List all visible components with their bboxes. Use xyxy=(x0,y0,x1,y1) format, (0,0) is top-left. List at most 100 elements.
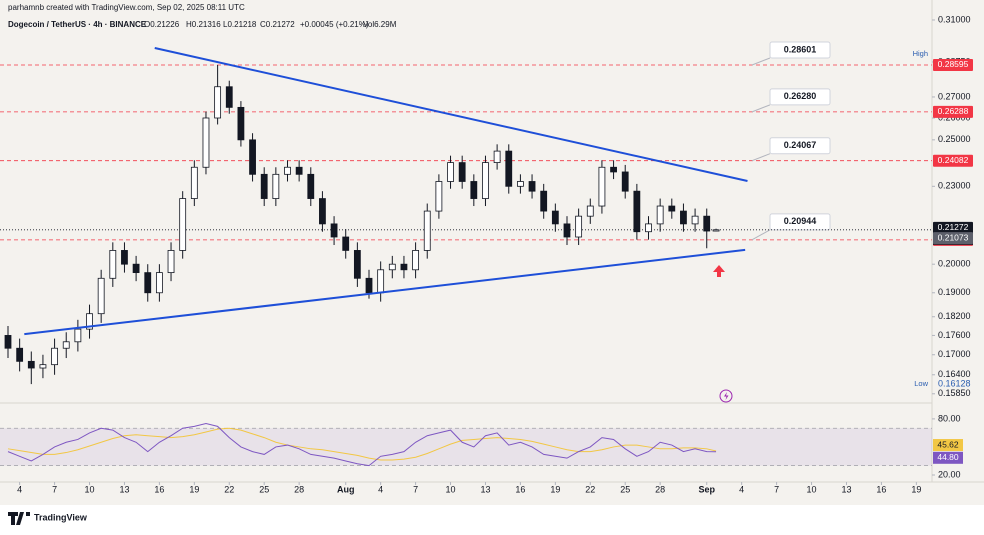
candle-body xyxy=(179,198,187,251)
x-tick-label: 4 xyxy=(17,484,22,494)
candle-body xyxy=(190,166,198,199)
brand-logo: TradingView xyxy=(8,512,88,525)
callout-label: 0.24067 xyxy=(784,140,817,150)
rsi-tick-label: 80.00 xyxy=(938,413,961,423)
x-tick-label: 16 xyxy=(154,484,164,494)
chart-background xyxy=(0,0,984,505)
candle-body xyxy=(400,263,408,271)
x-tick-label: Sep xyxy=(698,484,715,494)
y-tick-label: 0.18200 xyxy=(938,311,971,321)
x-tick-label: 4 xyxy=(739,484,744,494)
callout-leader xyxy=(751,229,771,241)
rsi-tag xyxy=(933,439,963,452)
rsi-tick-label: 20.00 xyxy=(938,469,961,479)
price-tag-label: 0.26288 xyxy=(938,106,969,116)
candle-body xyxy=(703,215,711,232)
rsi-tag-label: 44.80 xyxy=(937,452,959,462)
candle-body xyxy=(668,205,676,212)
credit: parhamnb created with TradingView.com, S… xyxy=(8,3,245,12)
candle-body xyxy=(680,210,687,225)
ohlc-high: H0.21316 xyxy=(186,20,221,29)
y-tick-label: 0.16400 xyxy=(938,369,971,379)
price-tag-label: 0.21272 xyxy=(938,222,969,232)
trendline xyxy=(24,248,746,336)
x-tick-label: 28 xyxy=(655,484,665,494)
x-tick-label: 25 xyxy=(259,484,269,494)
candle-body xyxy=(74,328,82,343)
symbol: Dogecoin / TetherUS · 4h · BINANCE xyxy=(8,20,147,29)
low-label: Low xyxy=(914,379,928,388)
candle-body xyxy=(353,250,361,279)
callout-label: 0.20944 xyxy=(784,216,817,226)
price-tag xyxy=(933,154,973,167)
icon-bolt xyxy=(724,392,729,400)
candle-body xyxy=(575,215,583,238)
x-tick-label: 16 xyxy=(876,484,886,494)
brand: TradingView xyxy=(34,512,88,522)
callout-leader xyxy=(751,104,771,113)
candle-body xyxy=(470,181,478,199)
candle-body xyxy=(284,166,291,175)
candle-body xyxy=(610,166,617,173)
candle-body xyxy=(144,272,152,294)
candle-body xyxy=(458,162,466,182)
candle-body xyxy=(528,181,536,192)
candle-body xyxy=(132,263,140,274)
x-tick-label: 10 xyxy=(85,484,95,494)
candle-body xyxy=(435,181,443,212)
candle-body xyxy=(633,190,641,233)
x-tick-label: 13 xyxy=(480,484,490,494)
rsi-ma-line xyxy=(7,427,717,461)
candle-body xyxy=(621,171,629,192)
candle-body xyxy=(155,272,163,294)
x-tick-label: 19 xyxy=(189,484,199,494)
price-tag xyxy=(933,221,973,234)
candle-body xyxy=(86,313,93,330)
candle-body xyxy=(586,205,594,217)
candle-body xyxy=(656,205,664,225)
candle-body xyxy=(598,166,606,207)
rsi-tag-label: 45.62 xyxy=(937,439,959,449)
x-tick-label: 22 xyxy=(224,484,234,494)
rsi-line xyxy=(7,423,717,467)
y-tick-label: 0.31000 xyxy=(938,14,971,24)
y-tick-label: 0.25000 xyxy=(938,134,971,144)
candle-body xyxy=(39,364,47,369)
candle-body xyxy=(493,150,501,163)
callout-box xyxy=(769,41,831,59)
candle-body xyxy=(563,223,571,238)
x-tick-label: 7 xyxy=(413,484,418,494)
callout-box xyxy=(769,213,831,231)
arrow-up xyxy=(713,265,725,277)
ohlc-close: C0.21272 xyxy=(260,20,295,29)
candle-body xyxy=(225,86,233,108)
callout-box xyxy=(769,88,831,106)
candle-body xyxy=(97,277,105,315)
x-tick-label: 13 xyxy=(119,484,129,494)
candle-body xyxy=(423,210,431,251)
candle-body xyxy=(4,335,12,349)
candle-body xyxy=(342,236,350,251)
candle-body xyxy=(27,360,35,369)
x-tick-label: 28 xyxy=(294,484,304,494)
x-tick-label: 4 xyxy=(378,484,383,494)
y-tick-label: 0.27000 xyxy=(938,91,971,101)
x-tick-label: 22 xyxy=(585,484,595,494)
candle-body xyxy=(237,106,245,141)
x-tick-label: 10 xyxy=(807,484,817,494)
x-tick-label: 19 xyxy=(911,484,921,494)
icon-circle xyxy=(719,389,733,403)
candle-body xyxy=(16,347,24,362)
price-tag xyxy=(933,105,973,118)
candle-body xyxy=(51,347,58,366)
price-tag-label: 0.24082 xyxy=(938,155,969,165)
candle-body xyxy=(412,250,419,271)
callout-label: 0.28601 xyxy=(784,44,817,54)
candle-body xyxy=(62,341,70,349)
callout-box xyxy=(769,137,831,155)
candle-body xyxy=(249,139,256,175)
trendline xyxy=(154,47,748,182)
volume: Vol6.29M xyxy=(363,20,397,29)
candle-body xyxy=(202,117,210,168)
